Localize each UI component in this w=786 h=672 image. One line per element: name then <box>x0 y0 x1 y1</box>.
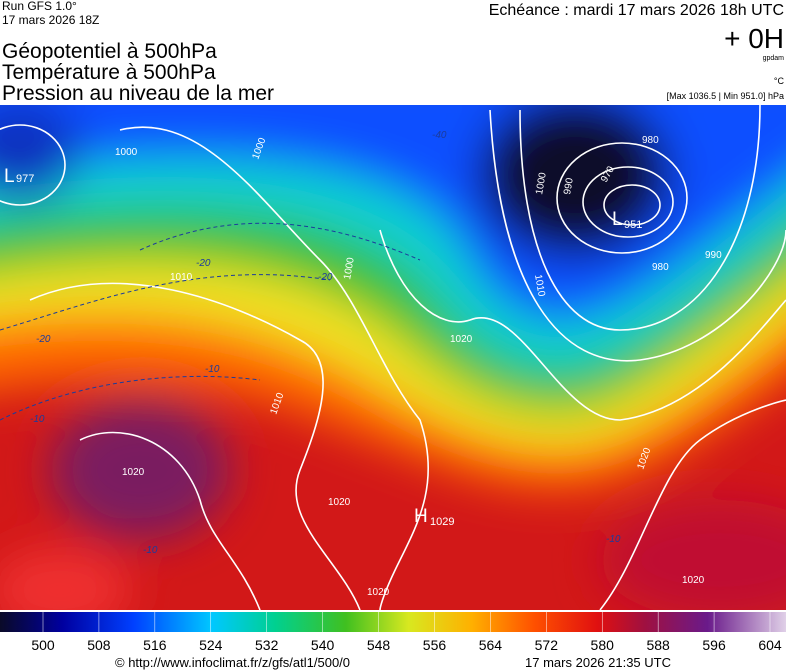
temperature-label: -20 <box>36 334 51 345</box>
low-letter: L <box>4 166 15 187</box>
map-labels: L 977 L 951 H 1029 1000 1000 1000 990 97… <box>4 130 722 598</box>
valid-time: Echéance : mardi 17 mars 2026 18h UTC <box>489 2 784 19</box>
unit: °C <box>774 76 785 86</box>
colorbar-label: 604 <box>758 637 782 653</box>
run-date: 17 mars 2026 18Z <box>2 13 99 27</box>
colorbar-ticks: 500 508 516 524 532 540 548 556 564 572 580 588 596 6… <box>31 612 782 653</box>
low-value: 951 <box>624 219 642 231</box>
pressure-range: [Max 1036.5 | Min 951.0] hPa <box>667 91 784 101</box>
isobar-label: 1000 <box>534 171 549 195</box>
low-value: 977 <box>16 173 34 185</box>
high-value: 1029 <box>430 516 454 528</box>
colorbar <box>0 612 786 632</box>
isobar-label: 990 <box>562 177 576 196</box>
colorbar-label: 564 <box>479 637 503 653</box>
generated-time: 17 mars 2026 21:35 UTC <box>525 655 671 670</box>
isobar-label: 1020 <box>122 467 145 478</box>
forecast-hour: + 0H <box>724 23 784 54</box>
isobar-label: 1010 <box>532 274 547 298</box>
isobar-label: 990 <box>705 250 722 261</box>
colorbar-label: 580 <box>591 637 615 653</box>
unit: gpdam <box>763 55 785 62</box>
isobar-label: 1000 <box>115 147 138 158</box>
colorbar-label: 516 <box>143 637 167 653</box>
isobar-label: 1020 <box>682 575 705 586</box>
temperature-label: -10 <box>205 364 220 375</box>
isotherms <box>0 222 421 421</box>
isobar-label: 1020 <box>367 587 390 598</box>
run-label: Run GFS 1.0° <box>2 0 77 13</box>
title-line: Pression au niveau de la mer <box>2 82 274 105</box>
colorbar-label: 508 <box>87 637 111 653</box>
isobar-label: 1010 <box>170 272 193 283</box>
colorbar-label: 556 <box>423 637 447 653</box>
colorbar-label: 572 <box>535 637 559 653</box>
isobar-label: 980 <box>652 262 669 273</box>
colorbar-label: 596 <box>702 637 726 653</box>
temperature-label: -40 <box>432 130 447 141</box>
temperature-label: -10 <box>30 414 45 425</box>
isobar-label: 1020 <box>450 334 473 345</box>
colorbar-label: 524 <box>199 637 223 653</box>
isobar-label: 1020 <box>328 497 351 508</box>
colorbar-label: 500 <box>31 637 55 653</box>
colorbar-label: 588 <box>646 637 670 653</box>
temperature-label: -10 <box>606 534 621 545</box>
low-letter: L <box>612 209 623 230</box>
isobar-label: 1000 <box>342 256 357 280</box>
header: Run GFS 1.0° 17 mars 2026 18Z Echéance :… <box>2 0 784 105</box>
temperature-label: -10 <box>143 545 158 556</box>
colorbar-label: 540 <box>311 637 335 653</box>
colorbar-label: 548 <box>367 637 391 653</box>
title-line: Température à 500hPa <box>2 61 216 84</box>
colorbar-label: 532 <box>255 637 279 653</box>
title-line: Géopotentiel à 500hPa <box>2 40 217 63</box>
high-letter: H <box>414 506 428 527</box>
isobars <box>0 105 786 610</box>
isobar-label: 980 <box>642 135 659 146</box>
temperature-label: -20 <box>318 272 333 283</box>
map-field: L 977 L 951 H 1029 1000 1000 1000 990 97… <box>0 105 786 610</box>
source-url: © http://www.infoclimat.fr/z/gfs/atl1/50… <box>115 655 350 670</box>
temperature-label: -20 <box>196 258 211 269</box>
